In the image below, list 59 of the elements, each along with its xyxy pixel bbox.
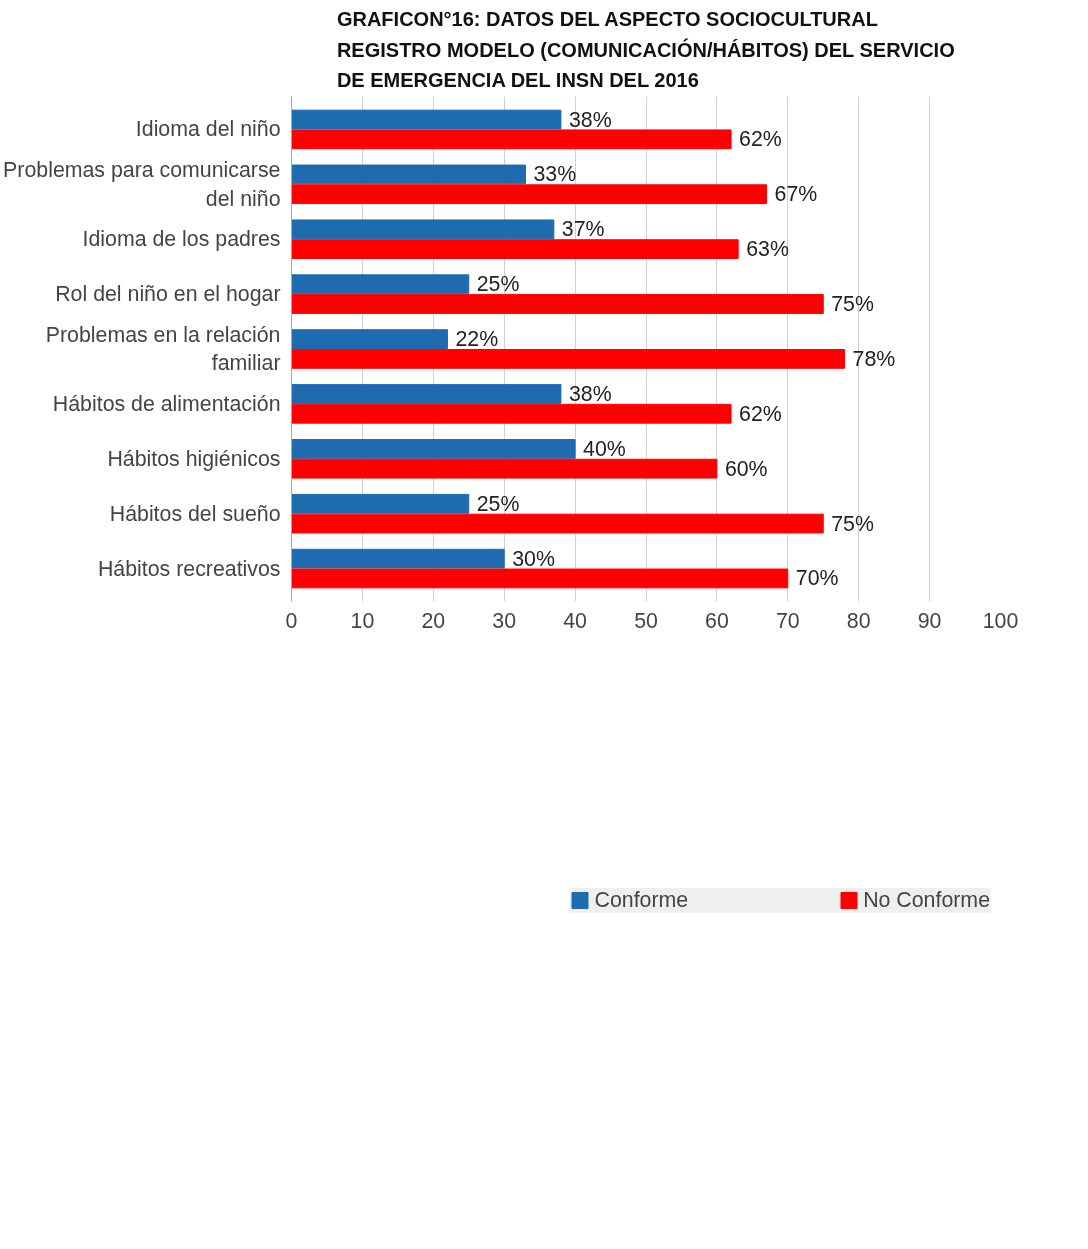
data-label: 30% xyxy=(512,546,555,571)
x-tick-label: 50 xyxy=(634,608,658,633)
y-tick-label: Hábitos recreativos xyxy=(97,556,281,581)
bar xyxy=(291,294,824,314)
bar xyxy=(291,513,824,534)
bar xyxy=(291,384,562,404)
y-tick-label: Idioma del niño xyxy=(135,117,281,142)
data-label: 40% xyxy=(583,436,626,461)
legend-label: Conforme xyxy=(594,887,689,913)
data-label: 33% xyxy=(533,162,577,187)
bar xyxy=(291,109,562,130)
bar xyxy=(291,329,448,350)
data-label: 38% xyxy=(568,382,612,407)
bar xyxy=(291,458,718,479)
data-label: 62% xyxy=(739,401,782,426)
data-label: 25% xyxy=(476,272,520,297)
data-label: 38% xyxy=(568,107,612,132)
data-label: 60% xyxy=(724,456,768,481)
y-tick-label: Problemas para comunicarse del niño xyxy=(3,157,281,211)
data-label: 75% xyxy=(831,511,874,536)
legend-label: No Conforme xyxy=(863,887,990,913)
bar xyxy=(291,439,576,459)
bar xyxy=(291,568,789,589)
data-label: 63% xyxy=(746,237,789,262)
y-tick-label: Idioma de los padres xyxy=(82,227,281,252)
y-tick-label: Hábitos del sueño xyxy=(109,501,281,526)
x-tick-label: 10 xyxy=(350,608,375,633)
x-tick-label: 20 xyxy=(421,608,446,633)
x-tick-label: 60 xyxy=(705,608,729,633)
bar xyxy=(291,239,739,259)
bar xyxy=(291,493,470,514)
data-label: 62% xyxy=(739,127,782,152)
y-tick-label: Hábitos de alimentación xyxy=(52,391,281,416)
data-label: 78% xyxy=(852,346,896,371)
data-label: 70% xyxy=(795,566,839,591)
y-tick-label: Hábitos higiénicos xyxy=(107,446,281,471)
y-tick-label: Rol del niño en el hogar xyxy=(55,282,281,307)
bar xyxy=(291,403,732,424)
bar xyxy=(291,274,470,295)
x-tick-label: 70 xyxy=(775,608,800,633)
data-label: 22% xyxy=(455,327,499,352)
bar xyxy=(291,348,846,369)
bar xyxy=(291,219,555,240)
chart-title: GRAFICON°16: DATOS DEL ASPECTO SOCIOCULTURAL REGISTRO MODELO (COMUNICACIÓN/HÁBITOS) DEL SERVICIO DE EMERGENCIA DEL INSN DEL 2016 xyxy=(336,7,955,92)
data-label: 67% xyxy=(774,182,818,207)
x-tick-label: 100 xyxy=(982,608,1019,633)
bar xyxy=(291,164,526,185)
bar xyxy=(291,129,732,150)
data-label: 75% xyxy=(831,291,874,316)
x-tick-label: 90 xyxy=(917,608,942,633)
x-tick-label: 0 xyxy=(285,608,298,633)
bar xyxy=(291,548,505,569)
x-tick-label: 30 xyxy=(492,608,517,633)
data-label: 37% xyxy=(561,217,605,242)
x-tick-label: 80 xyxy=(846,608,871,633)
bar xyxy=(291,184,768,205)
data-label: 25% xyxy=(476,491,520,516)
x-tick-label: 40 xyxy=(563,608,588,633)
y-tick-label: Problemas en la relación familiar xyxy=(45,322,281,376)
